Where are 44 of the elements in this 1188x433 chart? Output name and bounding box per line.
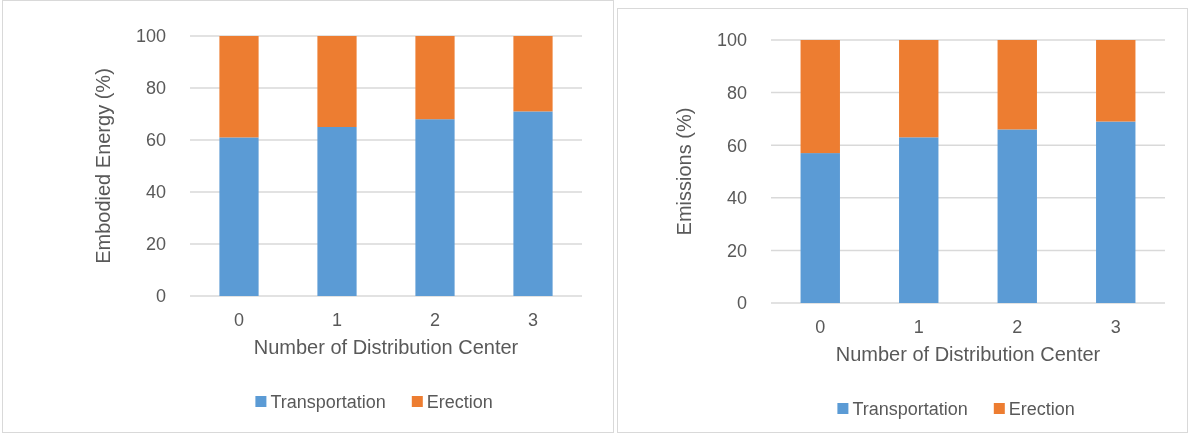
x-tick-label: 1 xyxy=(331,310,343,330)
x-tick-label: 3 xyxy=(527,310,539,330)
bar xyxy=(1096,121,1136,303)
legend-label: Transportation xyxy=(270,392,386,413)
y-tick-label: 80 xyxy=(145,78,166,99)
bar xyxy=(219,137,259,296)
y-tick-label: 60 xyxy=(726,135,747,156)
bar xyxy=(800,153,840,303)
bar xyxy=(415,119,455,296)
y-tick-label: 20 xyxy=(726,240,747,261)
legend-label: Transportation xyxy=(852,399,968,420)
x-axis-title: Number of Distribution Center xyxy=(253,336,519,358)
bar xyxy=(1096,40,1136,122)
y-axis-title: Emissions (%) xyxy=(673,107,695,236)
bar xyxy=(513,111,553,296)
bar xyxy=(800,40,840,154)
x-tick-label: 0 xyxy=(233,310,245,330)
y-tick-label: 20 xyxy=(145,234,166,255)
y-tick-label: 40 xyxy=(726,188,747,209)
bar xyxy=(317,127,357,296)
y-tick-label: 0 xyxy=(155,286,166,307)
x-tick-label: 1 xyxy=(913,317,924,337)
bar xyxy=(899,137,939,303)
y-tick-label: 100 xyxy=(135,26,166,47)
x-tick-label: 0 xyxy=(815,317,826,337)
y-tick-label: 0 xyxy=(736,293,747,314)
x-tick-label: 2 xyxy=(429,310,441,330)
bar xyxy=(899,40,939,138)
bar xyxy=(415,36,455,120)
bar xyxy=(513,36,553,112)
bar xyxy=(997,129,1037,303)
legend-label: Erection xyxy=(426,392,493,413)
bar xyxy=(317,36,357,127)
bar xyxy=(219,36,259,138)
y-tick-label: 40 xyxy=(145,182,166,203)
x-tick-label: 2 xyxy=(1012,317,1023,337)
y-axis-title: Embodied Energy (%) xyxy=(92,68,114,264)
legend-label: Erection xyxy=(1008,399,1075,420)
y-tick-label: 60 xyxy=(145,130,166,151)
x-tick-label: 3 xyxy=(1110,317,1121,337)
bar xyxy=(997,40,1037,130)
y-tick-label: 100 xyxy=(716,30,747,51)
y-tick-label: 80 xyxy=(726,82,747,103)
x-axis-title: Number of Distribution Center xyxy=(835,343,1101,365)
